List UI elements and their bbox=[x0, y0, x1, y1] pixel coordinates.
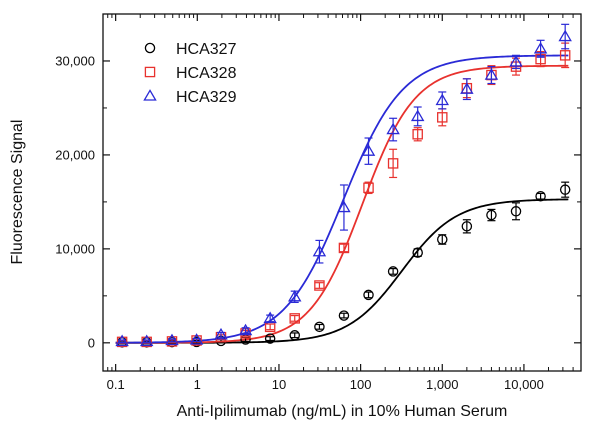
data-point bbox=[264, 333, 276, 344]
data-point bbox=[287, 289, 302, 302]
data-point bbox=[387, 266, 399, 277]
data-point bbox=[387, 158, 399, 169]
data-point bbox=[363, 182, 374, 194]
x-tick-label: 1 bbox=[194, 377, 201, 392]
legend-label: HCA329 bbox=[176, 89, 237, 106]
legend-marker-hca329 bbox=[143, 89, 157, 101]
data-point bbox=[460, 82, 474, 94]
data-point bbox=[435, 93, 449, 106]
y-tick-label: 30,000 bbox=[55, 53, 95, 68]
fit-curve-hca328 bbox=[115, 64, 569, 344]
y-tick-label: 20,000 bbox=[55, 147, 95, 162]
data-point bbox=[191, 335, 202, 346]
data-point bbox=[386, 122, 400, 135]
legend-label: HCA328 bbox=[176, 65, 237, 82]
data-point bbox=[410, 109, 425, 122]
series-hca329 bbox=[115, 23, 572, 347]
data-point bbox=[289, 313, 300, 324]
data-point bbox=[361, 144, 376, 156]
data-point bbox=[559, 50, 571, 61]
axes: 0.1 1 10 100 1,000 10,000 0 10,000 20,000 30,000 bbox=[55, 14, 581, 392]
data-point bbox=[535, 191, 546, 202]
data-point bbox=[116, 336, 128, 348]
x-tick-label: 1,000 bbox=[426, 377, 459, 392]
data-point bbox=[338, 310, 350, 321]
data-point bbox=[139, 334, 154, 347]
y-axis-title: Fluorescence Signal bbox=[9, 120, 26, 265]
data-point bbox=[412, 247, 423, 258]
x-tick-label: 10 bbox=[272, 377, 286, 392]
legend-label: HCA327 bbox=[176, 41, 237, 58]
data-point bbox=[559, 184, 571, 195]
data-point bbox=[509, 55, 523, 67]
data-points bbox=[115, 23, 572, 348]
y-tick-label: 0 bbox=[88, 335, 95, 350]
fit-curve-hca327 bbox=[115, 198, 569, 344]
data-point bbox=[289, 330, 300, 341]
data-point bbox=[437, 112, 448, 123]
fit-curve-hca329 bbox=[115, 54, 569, 344]
data-point bbox=[533, 41, 548, 54]
data-point bbox=[166, 336, 178, 347]
data-point bbox=[238, 323, 253, 336]
y-tick-label: 10,000 bbox=[55, 241, 95, 256]
legend-marker-hca328 bbox=[144, 66, 156, 78]
data-point bbox=[484, 68, 499, 80]
data-point bbox=[263, 311, 277, 324]
data-point bbox=[312, 244, 327, 257]
data-point bbox=[314, 321, 325, 333]
data-point bbox=[412, 129, 423, 140]
data-point bbox=[437, 234, 448, 245]
x-tick-label: 0.1 bbox=[107, 377, 125, 392]
x-axis-title: Anti-Ipilimumab (ng/mL) in 10% Human Ser… bbox=[177, 403, 508, 420]
x-tick-label: 10,000 bbox=[504, 377, 544, 392]
data-point bbox=[214, 327, 228, 340]
data-point bbox=[558, 29, 572, 42]
x-tick-label: 100 bbox=[350, 377, 372, 392]
data-point bbox=[363, 289, 374, 301]
data-point bbox=[189, 333, 204, 345]
data-point bbox=[461, 221, 473, 232]
data-point bbox=[165, 333, 179, 346]
legend-marker-hca327 bbox=[144, 42, 156, 54]
data-point bbox=[314, 280, 325, 291]
data-point bbox=[338, 242, 350, 254]
data-point bbox=[115, 334, 129, 347]
data-point bbox=[141, 336, 152, 348]
data-point bbox=[337, 200, 351, 213]
data-point bbox=[510, 206, 522, 217]
legend: HCA327 HCA328 HCA329 bbox=[143, 41, 237, 106]
data-point bbox=[486, 209, 497, 221]
